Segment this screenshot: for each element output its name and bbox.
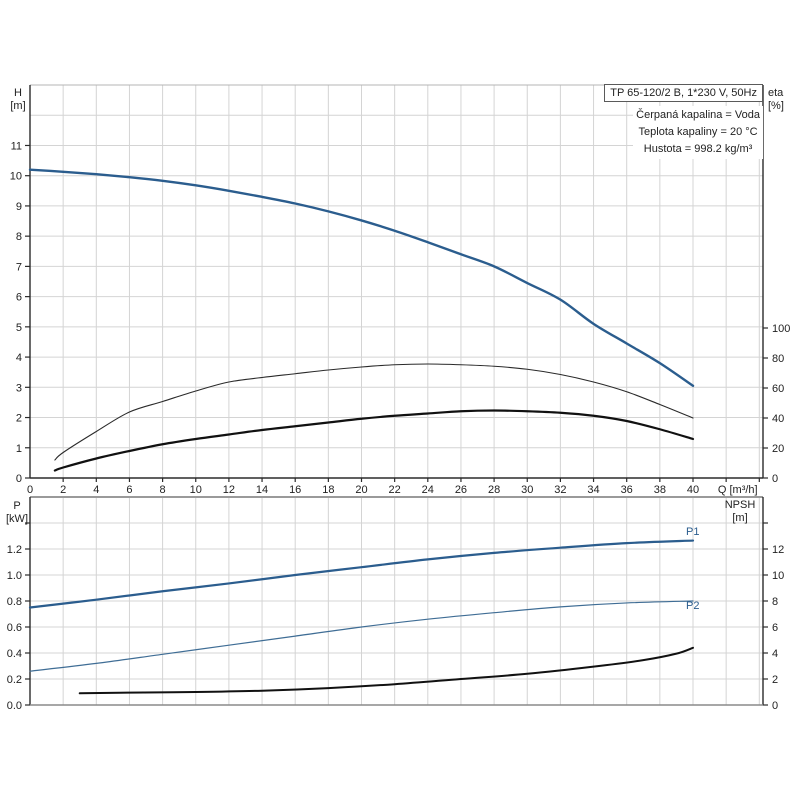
left-tick-label: 9	[16, 201, 22, 213]
axis-title-P: P	[13, 500, 21, 512]
right-tick-label: 0	[772, 700, 778, 712]
x-tick-label: 14	[256, 484, 268, 496]
x-tick-label: 4	[93, 484, 99, 496]
axis-title-P-unit: [kW]	[6, 513, 28, 525]
right-tick-label: 20	[772, 443, 784, 455]
axis-title-NPSH-unit: [m]	[732, 512, 748, 524]
x-tick-label: 12	[223, 484, 235, 496]
right-tick-label: 60	[772, 383, 784, 395]
right-tick-label: 4	[772, 648, 778, 660]
axis-title-H: H	[14, 87, 22, 99]
bottom-left-axis-title: P [kW]	[2, 500, 32, 526]
right-tick-label: 12	[772, 544, 784, 556]
info-line-density: Hustota = 998.2 kg/m³	[643, 143, 753, 155]
x-tick-label: 16	[289, 484, 301, 496]
x-tick-label: 8	[160, 484, 166, 496]
x-tick-label: 20	[355, 484, 367, 496]
x-tick-label: 22	[389, 484, 401, 496]
left-tick-label: 5	[16, 322, 22, 334]
right-tick-label: 80	[772, 353, 784, 365]
x-tick-label: 24	[422, 484, 434, 496]
left-tick-label: 6	[16, 292, 22, 304]
bottom-right-axis-title: NPSH [m]	[716, 499, 764, 525]
left-tick-label: 3	[16, 382, 22, 394]
right-tick-label: 40	[772, 413, 784, 425]
left-tick-label: 0.4	[7, 648, 22, 660]
left-tick-label: 10	[10, 171, 22, 183]
left-tick-label: 1	[16, 443, 22, 455]
left-tick-label: 0	[16, 473, 22, 485]
axis-title-eta-unit: [%]	[768, 100, 784, 112]
info-line-temperature: Teplota kapaliny = 20 °C	[638, 126, 758, 138]
axis-title-H-unit: [m]	[10, 100, 26, 112]
right-tick-label: 100	[772, 323, 790, 335]
NPSH-curve	[78, 646, 694, 695]
x-tick-label: 18	[322, 484, 334, 496]
info-line-liquid: Čerpaná kapalina = Voda	[636, 109, 760, 121]
right-tick-label: 2	[772, 674, 778, 686]
P2-curve	[29, 600, 694, 672]
left-tick-label: 11	[11, 140, 22, 152]
P1-curve	[28, 539, 695, 609]
x-tick-label: 38	[654, 484, 666, 496]
left-tick-label: 4	[16, 352, 22, 364]
x-tick-label: 34	[587, 484, 599, 496]
left-tick-label: 2	[16, 413, 22, 425]
pump-title-box: TP 65-120/2 B, 1*230 V, 50Hz	[604, 84, 763, 102]
x-tick-label: 6	[126, 484, 132, 496]
left-tick-label: 7	[16, 261, 22, 273]
eta-total-curve	[53, 409, 695, 472]
x-tick-label: 28	[488, 484, 500, 496]
left-tick-label: 0.6	[7, 622, 22, 634]
x-tick-label: 2	[60, 484, 66, 496]
right-tick-label: 0	[772, 473, 778, 485]
x-tick-label: 26	[455, 484, 467, 496]
eta-pump-curve	[54, 363, 694, 461]
left-tick-label: 0.2	[7, 674, 22, 686]
series-label-P2: P2	[686, 600, 700, 612]
right-tick-label: 10	[772, 570, 784, 582]
x-tick-label: 40	[687, 484, 699, 496]
left-tick-label: 0.0	[7, 700, 22, 712]
liquid-info-block: Čerpaná kapalina = Voda Teplota kapaliny…	[633, 106, 763, 159]
right-tick-label: 8	[772, 596, 778, 608]
x-tick-label: 36	[621, 484, 633, 496]
top-right-axis-title: eta [%]	[768, 87, 798, 113]
left-tick-label: 1.0	[7, 570, 22, 582]
x-tick-label: 0	[27, 484, 33, 496]
left-tick-label: 1.2	[7, 544, 22, 556]
right-tick-label: 6	[772, 622, 778, 634]
left-tick-label: 8	[16, 231, 22, 243]
x-tick-label: 32	[554, 484, 566, 496]
x-axis-title: Q [m³/h]	[718, 484, 758, 496]
axis-title-eta: eta	[768, 87, 784, 99]
axis-title-NPSH: NPSH	[724, 499, 756, 511]
x-tick-label: 30	[521, 484, 533, 496]
left-tick-label: 0.8	[7, 596, 22, 608]
x-tick-label: 10	[190, 484, 202, 496]
series-label-P1: P1	[686, 526, 700, 538]
top-left-axis-title: H [m]	[4, 87, 32, 113]
H-curve	[28, 168, 695, 387]
